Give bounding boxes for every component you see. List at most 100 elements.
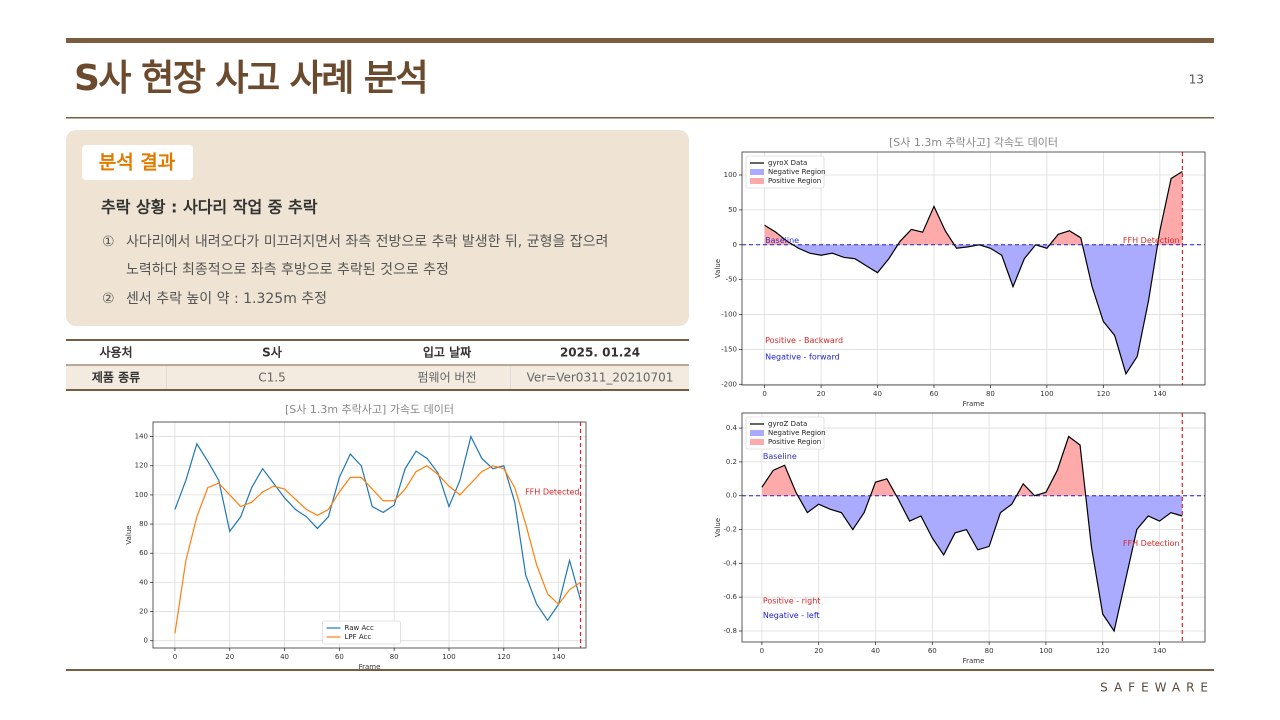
annotation: Baseline [763,452,797,461]
header-rule [66,117,1214,119]
x-tick-label: 120 [497,653,510,661]
table-rule [66,364,689,366]
x-tick-label: 140 [1153,390,1166,398]
y-tick-label: -0.6 [723,593,737,601]
y-tick-label: 40 [139,578,148,586]
x-tick-label: 0 [762,390,766,398]
plot-frame [741,412,1206,643]
y-tick-label: 0.2 [726,458,737,466]
plot-frame [741,151,1206,386]
slide-title: S사 현장 사고 사례 분석 [74,58,427,99]
legend-label: Negative Region [768,429,826,437]
item-text: 센서 추락 높이 약 : 1.325m 추정 [126,291,327,307]
x-tick-label: 0 [173,653,177,661]
x-tick-label: 20 [225,653,234,661]
x-tick-label: 20 [817,390,826,398]
annotation: FFH Detection [1123,236,1180,245]
annotation: Positive - Backward [765,336,843,345]
item-text: 사다리에서 내려오다가 미끄러지면서 좌측 전방으로 추락 발생한 뒤, 균형을… [126,234,608,250]
table-cell: 제품 종류 [92,371,140,385]
table-cell: Ver=Ver0311_20210701 [527,371,674,385]
legend-swatch [750,178,764,184]
x-tick-label: 0 [760,647,764,655]
x-tick-label: 80 [985,647,994,655]
annotation: Negative - forward [765,353,840,362]
series-line [174,434,582,622]
y-tick-label: -0.4 [723,559,737,567]
x-axis-label: Frame [963,657,985,665]
footer-rule [66,669,1214,671]
x-tick-label: 100 [442,653,455,661]
legend-label: gyroX Data [768,159,807,167]
y-tick-label: 100 [135,491,148,499]
y-tick-label: -100 [721,311,737,319]
annotation: FFH Detected [525,488,579,497]
table-cell: 2025. 01.24 [560,346,640,360]
x-tick-label: 60 [335,653,344,661]
y-tick-label: -0.2 [723,526,737,534]
y-tick-label: 20 [139,608,148,616]
annotation: Positive - right [763,596,821,605]
x-tick-label: 40 [873,390,882,398]
annotation: Baseline [765,236,799,245]
table-cell: S사 [262,345,282,360]
legend-swatch [750,439,764,445]
x-tick-label: 100 [1039,647,1052,655]
x-tick-label: 120 [1097,390,1110,398]
table-cell: 펌웨어 버전 [417,371,476,385]
y-tick-label: 140 [135,433,148,441]
chart-title: [S사 1.3m 추락사고] 각속도 데이터 [889,136,1058,149]
y-tick-label: 80 [139,520,148,528]
legend-label: Raw Acc [345,624,374,632]
x-tick-label: 60 [928,647,937,655]
legend-swatch [750,430,764,436]
y-tick-label: 60 [139,549,148,557]
analysis-box [66,130,689,326]
x-tick-label: 40 [280,653,289,661]
annotation: Negative - left [763,611,820,620]
legend-box [745,416,825,450]
y-axis-label: Value [125,525,133,544]
y-tick-label: -200 [721,380,737,388]
table-sep [510,366,511,389]
y-tick-label: -0.8 [723,627,737,635]
table-sep [166,366,167,389]
x-tick-label: 40 [871,647,880,655]
x-tick-label: 120 [1096,647,1109,655]
table-cell: C1.5 [258,371,285,385]
region-area [792,244,1158,374]
chart-title: [S사 1.3m 추락사고] 가속도 데이터 [285,403,454,416]
y-tick-label: 0 [733,241,737,249]
item-text: 노력하다 최종적으로 좌측 후방으로 추락된 것으로 추정 [126,262,449,278]
item-marker: ① [102,234,115,250]
x-tick-label: 20 [814,647,823,655]
y-tick-label: -150 [721,345,737,353]
legend-label: Positive Region [768,438,821,446]
y-tick-label: 0.4 [726,424,738,432]
y-axis-label: Value [714,259,722,278]
table-cell: 입고 날짜 [423,345,471,360]
legend-swatch [750,169,764,175]
analysis-label-box [82,145,193,180]
chart: [S사 1.3m 추락사고] 각속도 데이터 0 20 40 60 80 100 120 140… [714,136,1206,408]
x-tick-label: 140 [1153,647,1166,655]
table-rule [66,389,689,391]
y-tick-label: 50 [728,206,737,214]
footer-logo: SAFEWARE [1100,681,1214,695]
annotation: FFH Detection [1123,539,1180,548]
legend-label: LPF Acc [345,633,372,641]
x-tick-label: 80 [986,390,995,398]
legend-box [322,620,401,645]
top-rule [66,38,1214,43]
table-row-bg [66,365,689,390]
region-area [761,495,1183,632]
chart: [S사 1.3m 추락사고] 가속도 데이터 0 20 40 60 80 100 120 140… [125,403,587,671]
series-line [764,171,1183,376]
series-line [174,465,581,634]
x-tick-label: 60 [930,390,939,398]
y-tick-label: 100 [724,171,737,179]
plot-area [153,422,586,648]
